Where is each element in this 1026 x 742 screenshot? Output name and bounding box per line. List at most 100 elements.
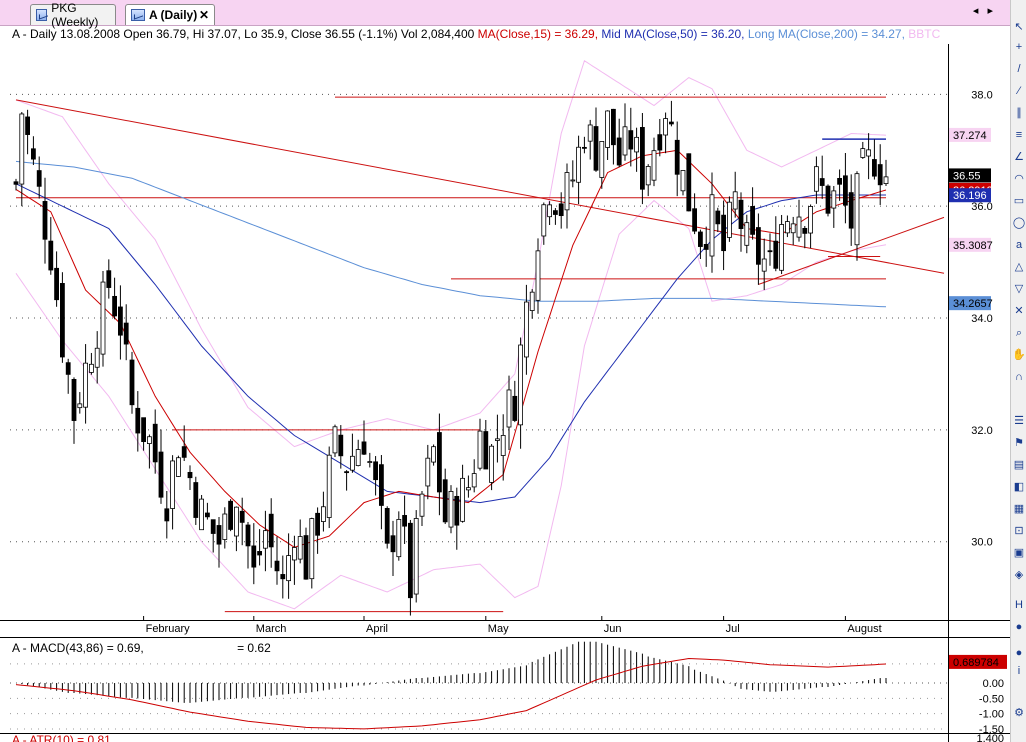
candle-body [431, 446, 437, 463]
fib-tool-icon[interactable]: ≡ [1015, 129, 1023, 141]
candle-body [245, 524, 251, 547]
candle-body [181, 446, 187, 458]
candle-body [89, 363, 94, 373]
candle-body [378, 464, 384, 506]
candle-body [123, 322, 129, 345]
text-tool-icon[interactable]: a [1015, 239, 1023, 251]
candle-body [407, 522, 413, 599]
candle-body [384, 508, 390, 544]
candle-body [767, 250, 773, 253]
macd-tick-label: 0.00 [983, 678, 1004, 690]
candle-body [48, 240, 54, 271]
layers-icon[interactable]: ◧ [1013, 481, 1025, 493]
candle-body [518, 344, 523, 426]
candle-body [25, 116, 31, 135]
rectangle-tool-icon[interactable]: ▭ [1013, 195, 1025, 207]
month-label: February [146, 623, 191, 635]
macd-signal-label: = 0.62 [237, 641, 271, 655]
candle-body [460, 477, 466, 522]
candle-body [77, 403, 83, 409]
candle-body [587, 124, 593, 142]
bbands-label: BBTC [908, 27, 941, 41]
color-swatch-icon[interactable] [1012, 392, 1026, 406]
atr-tick-label: 1.400 [976, 733, 1004, 742]
price-value-tag [949, 127, 991, 142]
settings-icon[interactable]: ⚙ [1014, 707, 1024, 719]
snapshot-icon[interactable]: ▣ [1013, 547, 1025, 559]
price-value-tag [949, 237, 991, 252]
magnet-icon[interactable]: ∩ [1015, 371, 1023, 383]
ellipse-tool-icon[interactable]: ◯ [1012, 217, 1026, 229]
candle-body [599, 141, 605, 178]
template-icon[interactable]: ▤ [1013, 459, 1025, 471]
tab-a-daily[interactable]: A (Daily) ✕ [125, 4, 215, 25]
crosshair-icon[interactable]: + [1015, 41, 1023, 53]
price-value-text: 37.274 [953, 130, 987, 142]
shape-icon[interactable]: ◈ [1014, 569, 1024, 581]
globe-icon[interactable]: ● [1015, 621, 1023, 633]
price-value-text: 34.2657 [953, 298, 993, 310]
candle-body [709, 194, 715, 257]
tool-extra-icon[interactable]: ● [1015, 647, 1023, 659]
month-label: April [366, 623, 388, 635]
lock-icon[interactable]: ⊡ [1014, 525, 1024, 537]
candle-body [454, 495, 460, 526]
candle-body [761, 258, 767, 272]
hand-icon[interactable]: ✋ [1012, 349, 1026, 361]
candle-body [320, 506, 326, 522]
properties-icon[interactable]: ☰ [1014, 415, 1024, 427]
candle-body [547, 204, 552, 218]
arrow-up-icon[interactable]: △ [1014, 261, 1024, 273]
candle-body [448, 491, 454, 528]
candle-body [576, 146, 581, 183]
candle-body [640, 127, 645, 190]
candle-body [494, 438, 500, 441]
candle-body [60, 283, 65, 358]
arc-tool-icon[interactable]: ◠ [1014, 173, 1024, 185]
tab-pkg-weekly[interactable]: PKG (Weekly) [30, 1, 116, 29]
candlestick-series [13, 100, 889, 616]
help-icon[interactable]: H [1015, 599, 1023, 611]
cursor-icon[interactable]: ↖ [1014, 21, 1024, 33]
info-icon[interactable]: i [1017, 665, 1021, 677]
candle-body [170, 460, 176, 509]
candle-body [854, 173, 860, 246]
zoom-icon[interactable]: ⌕ [1015, 327, 1023, 339]
macd-histogram [21, 641, 887, 703]
ma200-label: Long MA(Close,200) = 34.27, [747, 27, 905, 41]
candle-body [756, 227, 761, 265]
candle-body [100, 281, 106, 355]
candle-body [727, 201, 732, 238]
candle-body [187, 471, 193, 479]
candle-body [129, 359, 135, 406]
candle-body [251, 545, 257, 568]
candle-body [535, 250, 541, 301]
candle-body [222, 513, 228, 540]
candle-body [651, 150, 657, 181]
candle-body [634, 136, 639, 153]
candle-body [674, 139, 680, 175]
delete-drawings-icon[interactable]: ✕ [1014, 305, 1024, 317]
close-tab-icon[interactable]: ✕ [198, 8, 209, 22]
tab-scroll-arrows[interactable]: ◂ ▸ [972, 5, 996, 17]
candle-body [204, 512, 210, 518]
alert-icon[interactable]: ⚑ [1014, 437, 1024, 449]
candle-body [570, 179, 576, 182]
line-tool-icon[interactable]: / [1017, 63, 1021, 75]
candle-body [286, 555, 292, 582]
candle-body [500, 435, 506, 456]
channel-tool-icon[interactable]: ∥ [1016, 107, 1022, 119]
price-tick-label: 34.0 [971, 313, 992, 325]
gann-tool-icon[interactable]: ∠ [1014, 151, 1024, 163]
grid-icon[interactable]: ▦ [1013, 503, 1025, 515]
candle-body [390, 535, 396, 553]
macd-value-tag [949, 654, 1007, 669]
candle-body [349, 455, 355, 471]
candle-body [175, 457, 181, 477]
candle-body [19, 113, 25, 185]
price-value-text: 35.3087 [953, 240, 993, 252]
candle-body [193, 482, 199, 518]
arrow-down-icon[interactable]: ▽ [1014, 283, 1024, 295]
ray-tool-icon[interactable]: ⁄ [1018, 85, 1020, 97]
